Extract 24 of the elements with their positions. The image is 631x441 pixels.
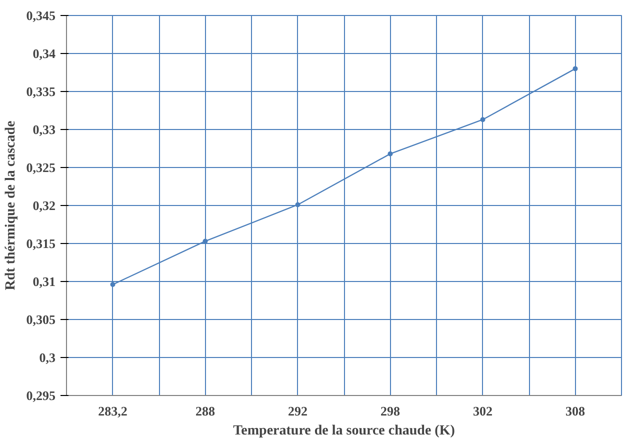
y-axis-title: Rdt thérmique de la cascade — [3, 120, 18, 290]
y-tick-label: 0,315 — [26, 236, 56, 251]
y-tick-label: 0,31 — [32, 274, 56, 289]
y-tick-label: 0,325 — [26, 160, 56, 175]
y-tick-label: 0,335 — [26, 84, 56, 99]
y-tick-label: 0,3 — [39, 350, 56, 365]
x-tick-label: 292 — [288, 404, 308, 418]
y-tick-label: 0,34 — [32, 46, 56, 61]
point — [295, 202, 300, 208]
x-tick-label: 302 — [473, 404, 492, 418]
x-tick-label: 288 — [196, 404, 216, 418]
point — [480, 117, 486, 122]
x-axis-title: Temperature de la source chaude (K) — [233, 424, 456, 438]
y-tick-label: 0,33 — [32, 122, 56, 137]
point — [572, 66, 578, 72]
y-tick-label: 0,295 — [26, 388, 56, 403]
y-tick-label: 0,305 — [26, 312, 56, 327]
point — [388, 151, 393, 156]
point — [110, 282, 116, 288]
x-tick-label: 298 — [380, 404, 400, 418]
x-tick-label: 283,2 — [98, 404, 128, 418]
x-tick-label: 308 — [566, 404, 586, 418]
y-tick-label: 0,32 — [32, 198, 56, 213]
y-tick-label: 0,345 — [26, 8, 56, 23]
